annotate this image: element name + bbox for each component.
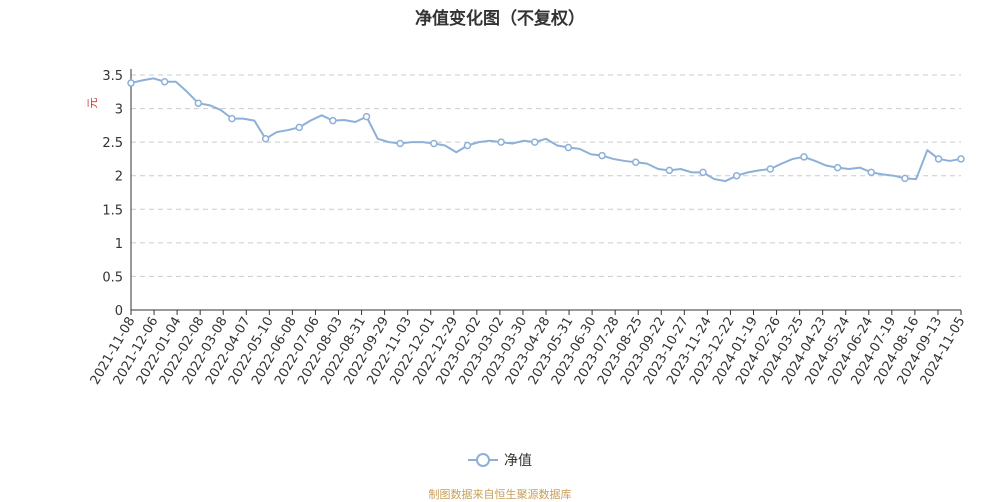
- data-point: [833, 163, 842, 172]
- data-point: [901, 174, 909, 183]
- chart-title: 净值变化图（不复权）: [415, 9, 585, 29]
- data-point: [598, 151, 606, 160]
- data-point: [800, 153, 808, 161]
- data-point: [564, 143, 573, 152]
- data-point: [362, 112, 371, 121]
- y-tick-label: 1: [115, 237, 123, 252]
- data-point: [957, 155, 965, 163]
- y-axis-label: 元: [86, 98, 99, 109]
- data-point: [295, 123, 303, 132]
- data-point: [160, 77, 169, 86]
- data-point: [329, 116, 337, 125]
- data-point: [531, 138, 539, 146]
- data-point: [396, 139, 404, 148]
- y-tick-label: 2.5: [102, 136, 123, 151]
- data-point: [732, 171, 741, 180]
- y-tick-label: 0: [115, 304, 123, 319]
- data-point: [127, 79, 135, 87]
- data-point: [665, 166, 674, 175]
- data-point: [631, 158, 640, 167]
- y-tick-label: 3: [115, 103, 123, 118]
- y-tick-label: 3.5: [102, 69, 123, 84]
- y-tick-label: 2: [115, 170, 123, 185]
- data-point: [463, 141, 472, 150]
- data-point: [430, 139, 438, 148]
- legend-label: 净值: [504, 453, 532, 469]
- data-point: [194, 99, 203, 107]
- data-source-note: 制图数据来自恒生聚源数据库: [428, 488, 572, 501]
- data-point: [497, 138, 505, 146]
- y-tick-label: 0.5: [102, 270, 123, 285]
- data-point: [228, 114, 236, 123]
- data-point: [766, 165, 775, 173]
- data-point: [867, 168, 876, 177]
- legend-line-marker-icon: [468, 453, 498, 467]
- data-point: [699, 168, 707, 177]
- y-tick-label: 1.5: [102, 203, 123, 218]
- data-point: [261, 135, 270, 143]
- chart-plot: 00.511.522.533.5元2021-11-082021-12-06202…: [86, 69, 968, 387]
- chart-legend[interactable]: 净值: [0, 450, 1000, 470]
- nav-series-line: [130, 77, 962, 183]
- data-point: [934, 155, 943, 163]
